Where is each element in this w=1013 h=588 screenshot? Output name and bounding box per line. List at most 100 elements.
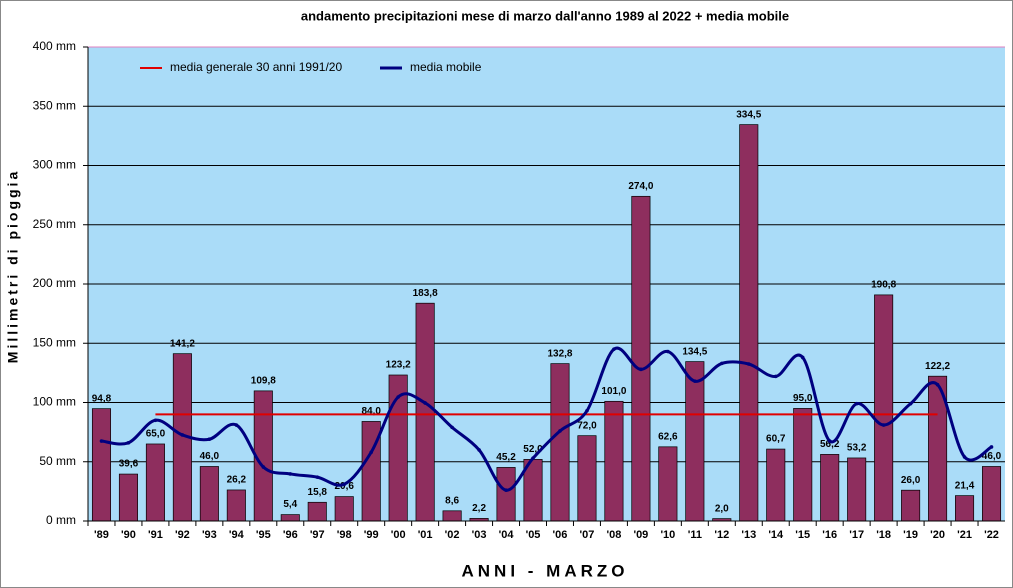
- series-point: [315, 475, 320, 479]
- x-tick-label: '22: [984, 529, 999, 541]
- series-point: [854, 401, 859, 406]
- y-tick-label: 200 mm: [33, 276, 76, 290]
- x-tick-label: '21: [957, 529, 972, 541]
- bar: [685, 361, 705, 522]
- bar: [199, 466, 219, 522]
- data-label: 2,2: [472, 503, 486, 514]
- x-tick-label: '96: [283, 529, 298, 541]
- series-point: [827, 439, 832, 443]
- data-label: 334,5: [736, 109, 761, 120]
- x-tick-label: '20: [930, 529, 945, 541]
- x-tick-label: '07: [580, 529, 595, 541]
- x-tick-label: '93: [202, 529, 217, 541]
- bar: [307, 501, 327, 522]
- bar: [550, 363, 570, 522]
- data-label: 5,4: [283, 499, 297, 510]
- x-tick-label: '18: [876, 529, 891, 541]
- y-tick-label: 100 mm: [33, 395, 76, 409]
- x-tick-label: '13: [741, 529, 756, 541]
- y-tick-label: 50 mm: [39, 454, 76, 468]
- x-tick-label: '05: [526, 529, 541, 541]
- x-tick-label: '14: [768, 529, 784, 541]
- data-label: 26,2: [227, 475, 247, 486]
- x-tick-label: '90: [121, 529, 136, 541]
- x-tick-label: '09: [633, 529, 648, 541]
- data-label: 134,5: [682, 346, 707, 357]
- series-point: [450, 425, 454, 430]
- y-tick-label: 150 mm: [33, 335, 76, 349]
- x-tick-label: '08: [606, 529, 621, 541]
- bar: [415, 302, 435, 522]
- series-point: [369, 450, 373, 455]
- series-point: [153, 418, 158, 423]
- data-label: 56,2: [820, 439, 840, 450]
- series-point: [693, 379, 697, 383]
- x-tick-label: '00: [391, 529, 406, 541]
- x-axis-label: ANNI - MARZO: [462, 561, 629, 580]
- series-point: [234, 423, 239, 427]
- bar: [442, 510, 462, 522]
- x-tick-label: '17: [849, 529, 864, 541]
- series-point: [342, 482, 347, 487]
- data-label: 274,0: [628, 181, 653, 192]
- series-point: [639, 367, 643, 372]
- series-point: [261, 465, 266, 469]
- data-label: 122,2: [925, 361, 950, 372]
- series-point: [989, 445, 994, 449]
- data-label: 2,0: [715, 503, 729, 514]
- x-tick-label: '01: [418, 529, 433, 541]
- series-point: [881, 423, 886, 427]
- data-label: 190,8: [871, 280, 896, 291]
- x-tick-label: '89: [94, 529, 109, 541]
- bar: [793, 408, 813, 522]
- bar: [766, 448, 786, 522]
- x-tick-label: '06: [553, 529, 568, 541]
- x-tick-label: '91: [148, 529, 163, 541]
- data-label: 183,8: [413, 288, 438, 299]
- x-tick-label: '99: [364, 529, 379, 541]
- x-tick-label: '15: [795, 529, 810, 541]
- y-tick-label: 0 mm: [46, 513, 76, 527]
- data-label: 62,6: [658, 431, 678, 442]
- bar: [604, 400, 624, 522]
- bar: [981, 466, 1002, 522]
- x-tick-label: '04: [499, 529, 515, 541]
- series-point: [180, 433, 185, 437]
- x-tick-label: '10: [660, 529, 675, 541]
- bar: [145, 443, 165, 522]
- bar: [334, 496, 354, 522]
- y-tick-label: 400 mm: [33, 39, 76, 53]
- legend-label: media mobile: [410, 60, 482, 74]
- data-label: 15,8: [308, 487, 328, 498]
- data-label: 52,0: [523, 444, 543, 455]
- bar: [739, 124, 759, 522]
- bar: [658, 446, 678, 522]
- data-label: 46,0: [982, 451, 1002, 462]
- bar: [118, 473, 138, 522]
- y-axis-label: Millimetri di pioggia: [5, 169, 21, 363]
- series-point: [504, 488, 508, 492]
- data-label: 20,6: [334, 481, 354, 492]
- data-label: 45,2: [496, 452, 516, 463]
- data-label: 72,0: [577, 420, 597, 431]
- x-tick-label: '98: [337, 529, 352, 541]
- data-label: 26,0: [901, 475, 921, 486]
- series-point: [99, 439, 104, 443]
- data-label: 46,0: [200, 451, 220, 462]
- data-label: 132,8: [547, 348, 572, 359]
- x-tick-label: '11: [688, 529, 702, 541]
- bar: [901, 489, 921, 522]
- x-tick-label: '16: [822, 529, 837, 541]
- data-label: 39,6: [119, 459, 139, 470]
- x-tick-label: '02: [445, 529, 460, 541]
- series-point: [396, 395, 400, 399]
- bar: [631, 195, 651, 522]
- bar: [820, 454, 840, 522]
- series-point: [800, 355, 805, 360]
- series-point: [962, 455, 967, 459]
- bar: [280, 514, 300, 522]
- series-line: [101, 346, 993, 492]
- series-point: [423, 401, 427, 405]
- x-tick-label: '12: [714, 529, 729, 541]
